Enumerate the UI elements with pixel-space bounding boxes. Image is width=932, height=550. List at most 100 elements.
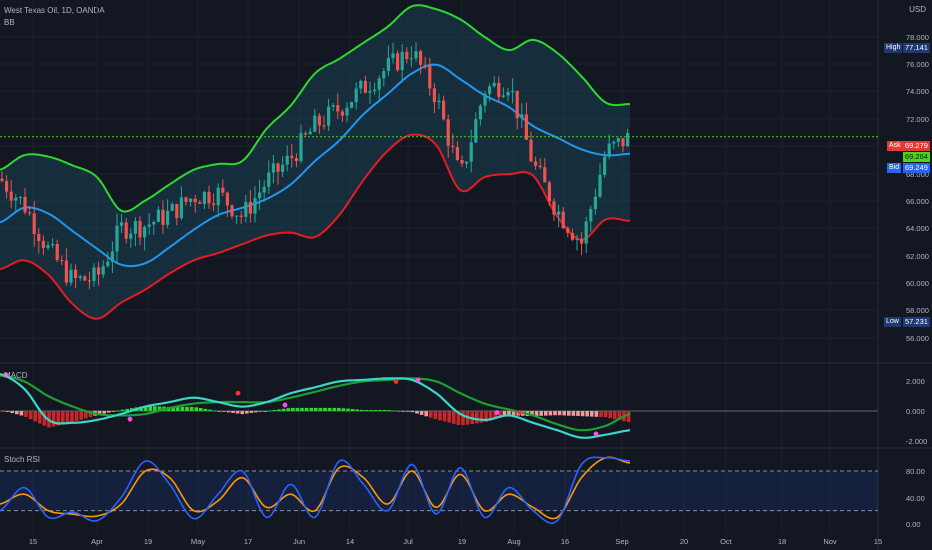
macd-histogram-bar (217, 411, 221, 412)
time-tick-label: 17 (244, 537, 252, 546)
candle-body (37, 233, 41, 241)
price-tick-label: 58.000 (906, 306, 929, 315)
macd-histogram-bar (419, 411, 424, 415)
candle-body (106, 261, 110, 267)
candle-body (230, 205, 234, 217)
candle-body (32, 213, 36, 234)
macd-histogram-bar (180, 406, 185, 411)
time-tick-label: 14 (346, 537, 354, 546)
candle-body (616, 138, 620, 142)
candle-body (359, 80, 363, 89)
candle-body (244, 201, 248, 217)
candle-body (313, 115, 317, 132)
candle-body (350, 102, 354, 108)
candle-body (170, 204, 174, 211)
candle-body (327, 106, 331, 126)
macd-cross-dot (415, 377, 421, 383)
stoch-k-line (0, 456, 631, 525)
candle-body (570, 232, 574, 240)
macd-tick-label: -2.000 (906, 437, 927, 446)
macd-histogram-bar (364, 409, 369, 411)
low-value: 57.231 (903, 317, 930, 327)
candle-body (124, 222, 128, 239)
macd-histogram-bar (157, 406, 162, 411)
candle-body (419, 51, 423, 65)
candles (0, 41, 878, 290)
candle-body (538, 165, 542, 168)
macd-cross-dot (127, 416, 133, 422)
candle-body (317, 115, 321, 126)
time-tick-label: 20 (680, 537, 688, 546)
macd-histogram-bar (383, 409, 387, 411)
macd-histogram-bar (268, 410, 272, 412)
candle-body (396, 53, 400, 71)
candle-body (428, 64, 432, 89)
candle-body (607, 143, 611, 157)
candle-body (432, 88, 436, 103)
macd-histogram-bar (286, 408, 290, 411)
candle-body (198, 202, 202, 204)
macd-histogram-bar (125, 408, 129, 411)
macd-histogram-bar (539, 411, 543, 416)
candle-body (28, 212, 32, 214)
time-tick-label: 16 (561, 537, 569, 546)
candle-body (511, 90, 515, 93)
macd-histogram-bar (318, 407, 323, 411)
macd-histogram-bar (350, 409, 355, 411)
candle-body (175, 204, 179, 219)
price-tick-label: 74.000 (906, 87, 929, 96)
candle-body (225, 192, 229, 206)
candle-body (304, 133, 308, 135)
candle-body (322, 125, 326, 127)
bb-indicator-label[interactable]: BB (4, 18, 15, 27)
currency-label[interactable]: USD (909, 5, 926, 14)
candle-body (64, 260, 68, 283)
candle-body (400, 51, 404, 71)
candle-body (294, 158, 298, 162)
candle-body (202, 191, 206, 204)
macd-histogram-bar (212, 410, 217, 412)
price-tick-label: 60.000 (906, 279, 929, 288)
time-tick-label: May (191, 537, 205, 546)
candle-body (216, 187, 220, 206)
macd-histogram-bar (203, 408, 208, 411)
candle-body (147, 224, 151, 227)
candle-body (626, 133, 630, 147)
candle-body (78, 276, 82, 279)
candle-body (0, 178, 4, 181)
candle-body (97, 267, 101, 275)
candle-body (120, 222, 124, 226)
price-tick-label: 72.000 (906, 115, 929, 124)
macd-histogram-bar (185, 406, 189, 411)
macd-histogram-bar (258, 411, 263, 412)
candle-body (405, 51, 409, 60)
macd-histogram-bar (176, 406, 180, 411)
time-tick-label: 19 (458, 537, 466, 546)
macd-histogram-bar (79, 411, 83, 420)
macd-histogram-bar (355, 409, 359, 411)
macd-histogram-bar (534, 411, 539, 417)
macd-histogram-bar (603, 411, 608, 418)
macd-histogram-bar (567, 411, 571, 416)
macd-histogram-bar (171, 406, 175, 411)
macd-histogram-bar (1, 410, 5, 412)
candle-body (386, 58, 390, 72)
candle-body (340, 111, 344, 116)
candle-body (377, 78, 381, 90)
candle-body (207, 191, 211, 204)
candle-body (566, 228, 570, 233)
macd-histogram-bar (148, 406, 152, 411)
candle-body (442, 100, 446, 120)
candle-body (529, 139, 533, 162)
macd-histogram-bar (346, 408, 350, 411)
macd-histogram-bar (617, 411, 622, 421)
candle-body (497, 82, 501, 97)
macd-histogram-bar (19, 411, 24, 416)
macd-histogram-bar (511, 411, 516, 416)
macd-histogram-bar (84, 411, 88, 419)
macd-histogram-bar (387, 410, 392, 411)
macd-signal-line (0, 374, 631, 432)
macd-histogram-bar (461, 411, 465, 426)
candle-body (437, 100, 441, 103)
